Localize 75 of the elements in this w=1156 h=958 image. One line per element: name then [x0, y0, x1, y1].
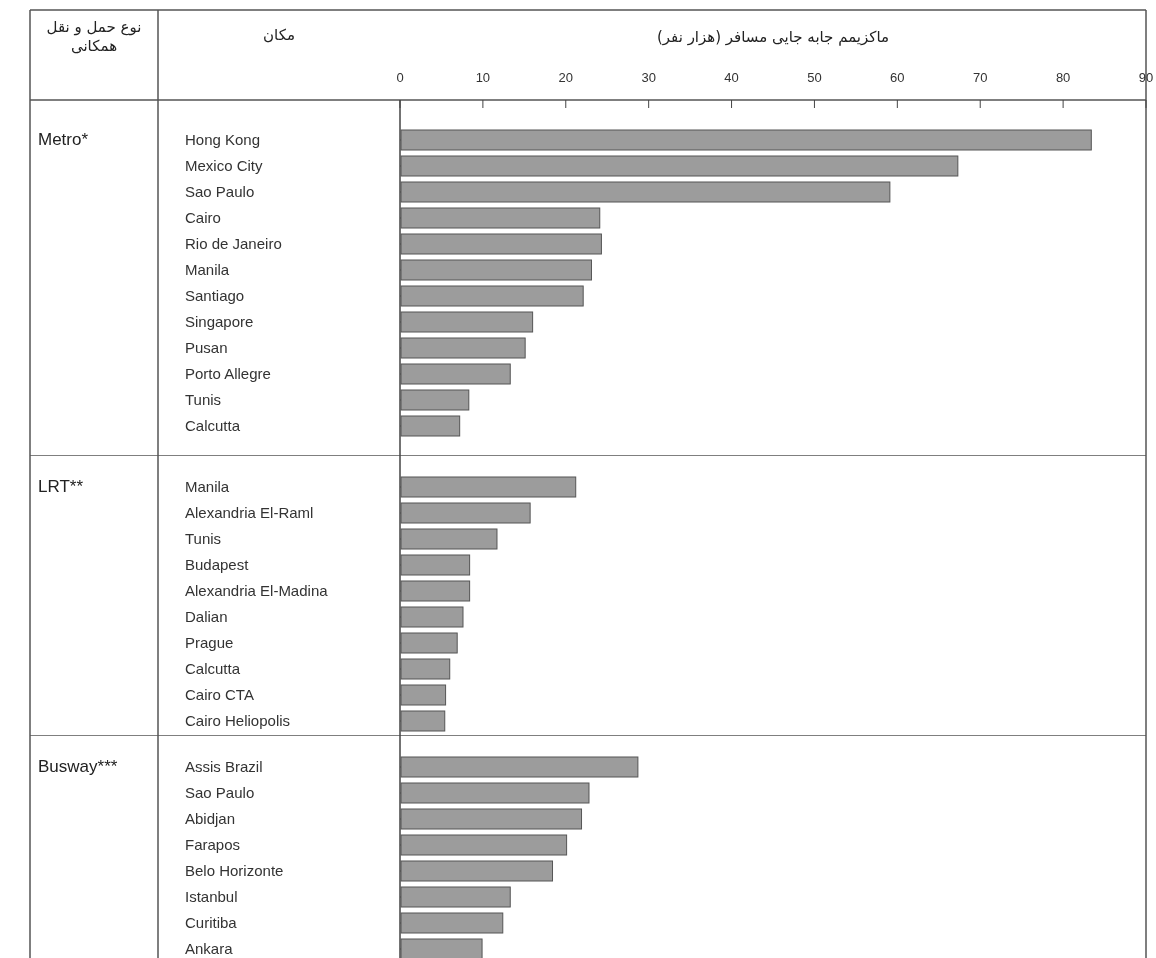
bar: [400, 528, 498, 550]
y-tick-label: Alexandria El-Raml: [185, 504, 314, 521]
y-tick-label: Singapore: [185, 313, 254, 330]
y-tick-label: Sao Paulo: [185, 183, 255, 200]
bar: [400, 554, 471, 576]
bar: [400, 886, 511, 908]
y-axis-title: Metro*: [38, 130, 89, 149]
y-tick-label: Tunis: [185, 530, 222, 547]
x-tick-label: 70: [972, 70, 988, 85]
bar: [400, 580, 471, 602]
y-tick-label: Farapos: [185, 836, 241, 853]
bar: [400, 756, 639, 778]
y-tick-label: Budapest: [185, 556, 250, 573]
bar: [400, 502, 531, 524]
bar: [400, 233, 602, 255]
x-tick-label: 30: [641, 70, 656, 85]
y-tick-label: Curitiba: [185, 914, 238, 931]
bar: [400, 834, 568, 856]
x-tick-label: 40: [724, 70, 739, 85]
y-tick-label: Cairo Heliopolis: [185, 712, 291, 729]
y-tick-label: Calcutta: [185, 417, 241, 434]
y-tick-label: Pusan: [185, 339, 228, 356]
y-tick-label: Ankara: [185, 940, 234, 957]
y-tick-label: Cairo CTA: [185, 686, 254, 703]
y-tick-label: Rio de Janeiro: [185, 235, 282, 252]
x-tick-label: 50: [807, 70, 822, 85]
y-tick-label: Tunis: [185, 391, 222, 408]
y-tick-label: Manila: [185, 478, 230, 495]
bar: [400, 129, 1092, 151]
y-tick-label: Abidjan: [185, 810, 236, 827]
y-tick-label: Manila: [185, 261, 230, 278]
y-tick-label: Prague: [185, 634, 234, 651]
y-tick-label: Istanbul: [185, 888, 238, 905]
text: مکان: [263, 26, 295, 44]
bar: [400, 259, 592, 281]
x-tick-label: 80: [1055, 70, 1071, 85]
bar: [400, 181, 891, 203]
bar: [400, 632, 458, 654]
y-tick-label: Porto Allegre: [185, 365, 271, 382]
y-tick-label: Sao Paulo: [185, 784, 255, 801]
bar: [400, 658, 451, 680]
bar: [400, 311, 534, 333]
y-tick-label: Hong Kong: [185, 131, 261, 148]
y-axis-title: LRT**: [38, 477, 84, 496]
bar: [400, 912, 504, 934]
bar: [400, 808, 583, 830]
bar: [400, 337, 526, 359]
y-tick-label: Belo Horizonte: [185, 862, 284, 879]
y-axis-title: Busway***: [38, 757, 118, 776]
bar: [400, 155, 959, 177]
text: نوع حمل و نقل همکانی: [45, 17, 143, 56]
y-tick-label: Santiago: [185, 287, 245, 304]
x-tick-label: 20: [558, 70, 574, 85]
y-tick-label: Calcutta: [185, 660, 241, 677]
bar: [400, 860, 554, 882]
x-axis-title: ماکزیمم جابه جایی مسافر (هزار نفر): [656, 28, 890, 46]
x-tick-label: 60: [890, 70, 905, 85]
bar: [400, 938, 483, 958]
y-tick-label: Alexandria El-Madina: [185, 582, 329, 599]
bar: [400, 363, 511, 385]
y-tick-label: Dalian: [185, 608, 228, 625]
y-tick-label: Assis Brazil: [185, 758, 263, 775]
x-tick-label: 10: [475, 70, 491, 85]
bar: [400, 476, 577, 498]
bar: [400, 389, 470, 411]
bar: [400, 285, 584, 307]
bar: [400, 207, 601, 229]
x-tick-label: 0: [396, 70, 404, 85]
y-tick-label: Cairo: [185, 209, 221, 226]
bar: [400, 710, 446, 732]
bar: [400, 782, 590, 804]
bar: [400, 684, 447, 706]
y-tick-label: Mexico City: [185, 157, 264, 174]
bar: [400, 606, 464, 628]
bar: [400, 415, 461, 437]
